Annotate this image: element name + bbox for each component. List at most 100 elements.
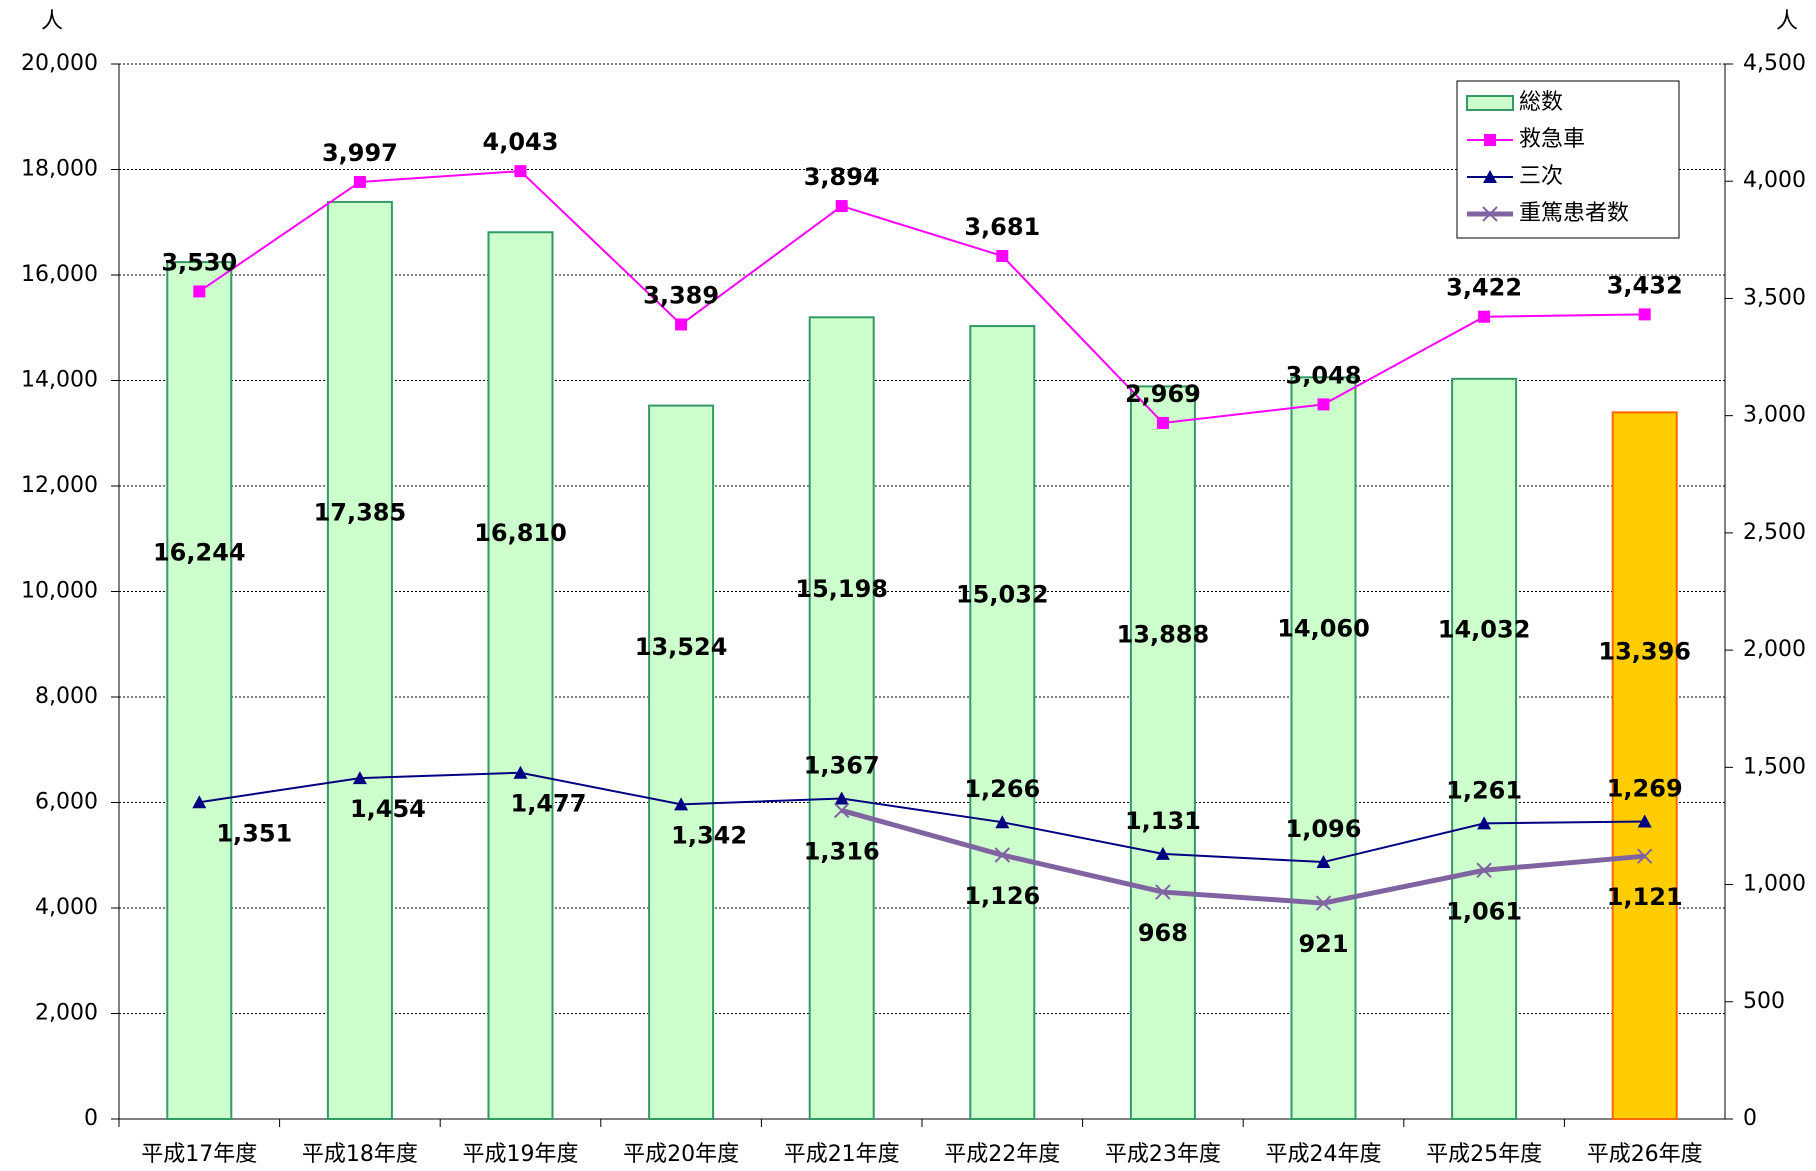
- bar: [1290, 376, 1357, 1120]
- marker: [1316, 855, 1331, 869]
- data-label: 1,454: [350, 795, 426, 823]
- data-label: 968: [1138, 919, 1188, 947]
- x-tick-label: 平成18年度: [302, 1142, 418, 1167]
- bar: [487, 231, 554, 1120]
- data-label: 14,032: [1438, 615, 1531, 643]
- x-tick-label: 平成26年度: [1587, 1142, 1703, 1167]
- x-tick-label: 平成21年度: [784, 1142, 900, 1167]
- data-label: 3,422: [1446, 274, 1522, 302]
- data-label: 3,997: [322, 139, 398, 167]
- bar: [808, 316, 875, 1121]
- marker: [1477, 816, 1492, 830]
- y2-tick-label: 2,500: [1743, 520, 1806, 545]
- marker: [1478, 310, 1491, 323]
- data-label: 1,131: [1125, 807, 1201, 835]
- y2-tick-label: 4,000: [1743, 168, 1806, 193]
- legend-label: 重篤患者数: [1519, 201, 1629, 226]
- marker: [1317, 398, 1330, 411]
- y2-tick-label: 2,000: [1743, 637, 1806, 662]
- y-tick-label: 6,000: [35, 790, 98, 815]
- line: [198, 170, 1645, 424]
- data-label: 16,810: [474, 519, 567, 547]
- y-tick-label: 14,000: [21, 368, 98, 393]
- x-tick-label: 平成22年度: [944, 1142, 1060, 1167]
- y-tick-label: 10,000: [21, 579, 98, 604]
- data-label: 3,681: [964, 213, 1040, 241]
- y2-tick-label: 4,500: [1743, 51, 1806, 76]
- data-label: 15,198: [795, 575, 888, 603]
- y-tick-label: 20,000: [21, 51, 98, 76]
- y2-tick-label: 1,000: [1743, 872, 1806, 897]
- y2-unit: 人: [1776, 9, 1798, 34]
- data-label: 3,389: [643, 281, 719, 309]
- data-label: 3,432: [1607, 271, 1683, 299]
- data-label: 13,524: [635, 633, 728, 661]
- data-label: 1,261: [1446, 776, 1522, 804]
- y2-tick-label: 3,000: [1743, 403, 1806, 428]
- y-tick-label: 2,000: [35, 1001, 98, 1026]
- marker: [1636, 848, 1653, 864]
- marker: [996, 250, 1009, 263]
- data-label: 13,396: [1598, 638, 1691, 666]
- marker: [995, 815, 1010, 829]
- legend-label: 救急車: [1519, 127, 1585, 152]
- marker: [1476, 862, 1492, 878]
- data-label: 1,121: [1607, 883, 1683, 911]
- data-label: 14,060: [1277, 615, 1370, 643]
- data-label: 3,048: [1286, 361, 1362, 389]
- marker: [193, 285, 206, 298]
- marker: [834, 791, 849, 805]
- marker: [514, 165, 527, 178]
- data-label: 1,316: [804, 837, 880, 865]
- data-label: 4,043: [483, 128, 559, 156]
- marker: [674, 797, 689, 811]
- line: [199, 771, 1645, 864]
- marker: [1483, 170, 1497, 183]
- y-tick-label: 18,000: [21, 157, 98, 182]
- data-label: 1,351: [216, 819, 292, 847]
- y2-tick-label: 3,500: [1743, 285, 1806, 310]
- x-tick-label: 平成19年度: [463, 1142, 579, 1167]
- bar: [648, 404, 715, 1120]
- data-label: 1,367: [804, 752, 880, 780]
- data-label: 1,269: [1607, 774, 1683, 802]
- x-tick-label: 平成20年度: [623, 1142, 739, 1167]
- legend-label: 三次: [1519, 164, 1563, 189]
- marker: [1637, 814, 1652, 828]
- marker: [1315, 895, 1332, 911]
- y-tick-label: 12,000: [21, 473, 98, 498]
- data-label: 1,126: [964, 882, 1040, 910]
- data-label: 17,385: [314, 499, 407, 527]
- data-label: 1,266: [964, 775, 1040, 803]
- marker: [1484, 134, 1496, 146]
- y2-tick-label: 500: [1743, 989, 1785, 1014]
- marker: [1156, 416, 1169, 429]
- x-tick-label: 平成17年度: [141, 1142, 257, 1167]
- data-label: 1,061: [1446, 897, 1522, 925]
- marker: [675, 318, 688, 331]
- bar: [969, 325, 1036, 1120]
- legend-swatch: [1466, 95, 1514, 111]
- data-label: 921: [1298, 930, 1348, 958]
- data-label: 3,530: [161, 248, 237, 276]
- y2-tick-label: 1,500: [1743, 754, 1806, 779]
- x-tick-label: 平成23年度: [1105, 1142, 1221, 1167]
- bar: [1611, 411, 1678, 1120]
- bar: [166, 261, 233, 1120]
- marker: [1638, 308, 1651, 321]
- data-label: 16,244: [153, 538, 246, 566]
- data-label: 1,342: [671, 821, 747, 849]
- legend-label: 総数: [1519, 90, 1563, 115]
- marker: [994, 847, 1011, 863]
- marker: [1155, 884, 1171, 900]
- data-label: 2,969: [1125, 380, 1201, 408]
- line: [841, 808, 1645, 906]
- y-unit: 人: [41, 9, 63, 34]
- marker: [1155, 846, 1170, 860]
- data-label: 1,096: [1286, 815, 1362, 843]
- marker: [352, 771, 367, 785]
- data-label: 13,888: [1117, 620, 1210, 648]
- y-tick-label: 4,000: [35, 895, 98, 920]
